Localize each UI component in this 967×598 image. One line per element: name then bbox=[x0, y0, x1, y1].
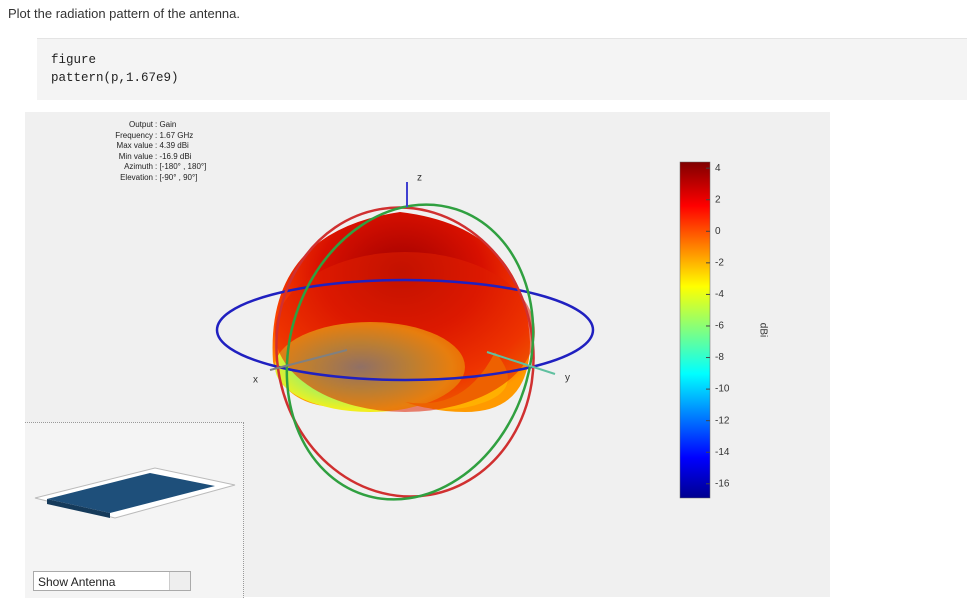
info-key: Min value bbox=[65, 152, 155, 163]
tick-label: -6 bbox=[715, 321, 724, 332]
info-value: : [-180° , 180°] bbox=[155, 162, 206, 173]
tick-label: 0 bbox=[715, 226, 721, 237]
tick-label: -8 bbox=[715, 352, 724, 363]
axis-label: z bbox=[417, 173, 422, 184]
info-row: Min value: -16.9 dBi bbox=[65, 152, 206, 163]
figure-window: x y z dBi 4 2 0 -2 -4 -6 -8 -10 -12 -14 -16 Output… bbox=[25, 112, 830, 597]
colorbar bbox=[680, 162, 710, 498]
dropdown-arrow[interactable] bbox=[169, 572, 190, 590]
code-block: figure pattern(p,1.67e9) bbox=[37, 38, 967, 100]
instruction-text: Plot the radiation pattern of the antenn… bbox=[8, 6, 240, 21]
antenna-view bbox=[25, 423, 243, 563]
tick-label: -14 bbox=[715, 447, 730, 458]
info-value: : -16.9 dBi bbox=[155, 152, 191, 163]
axis-label: y bbox=[565, 373, 570, 384]
tick-label: -4 bbox=[715, 289, 724, 300]
info-key: Frequency bbox=[65, 131, 155, 142]
radiation-pattern bbox=[273, 212, 535, 412]
antenna-panel: Show Antenna bbox=[25, 422, 244, 598]
info-row: Azimuth: [-180° , 180°] bbox=[65, 162, 206, 173]
info-key: Elevation bbox=[65, 173, 155, 184]
info-key: Output bbox=[65, 120, 155, 131]
info-row: Max value: 4.39 dBi bbox=[65, 141, 206, 152]
dropdown[interactable]: Show Antenna bbox=[33, 571, 191, 591]
info-row: Frequency: 1.67 GHz bbox=[65, 131, 206, 142]
tick-label: -10 bbox=[715, 384, 730, 395]
info-value: : 1.67 GHz bbox=[155, 131, 193, 142]
info-key: Azimuth bbox=[65, 162, 155, 173]
tick-label: -12 bbox=[715, 415, 730, 426]
tick-label: 2 bbox=[715, 194, 721, 205]
dropdown-text: Show Antenna bbox=[38, 575, 115, 589]
code-line: figure bbox=[51, 51, 967, 69]
tick-label: 4 bbox=[715, 163, 721, 174]
axis-label: x bbox=[253, 375, 258, 386]
info-value: : [-90° , 90°] bbox=[155, 173, 197, 184]
tick-label: -2 bbox=[715, 257, 724, 268]
page: {"intro": "Plot the radiation pattern of… bbox=[0, 0, 967, 597]
info-value: : Gain bbox=[155, 120, 176, 131]
code-line: pattern(p,1.67e9) bbox=[51, 69, 967, 87]
info-row: Elevation: [-90° , 90°] bbox=[65, 173, 206, 184]
info-key: Max value bbox=[65, 141, 155, 152]
info-value: : 4.39 dBi bbox=[155, 141, 189, 152]
info-row: Output: Gain bbox=[65, 120, 206, 131]
colorbar-label: dBi bbox=[757, 323, 768, 337]
tick-label: -16 bbox=[715, 478, 730, 489]
